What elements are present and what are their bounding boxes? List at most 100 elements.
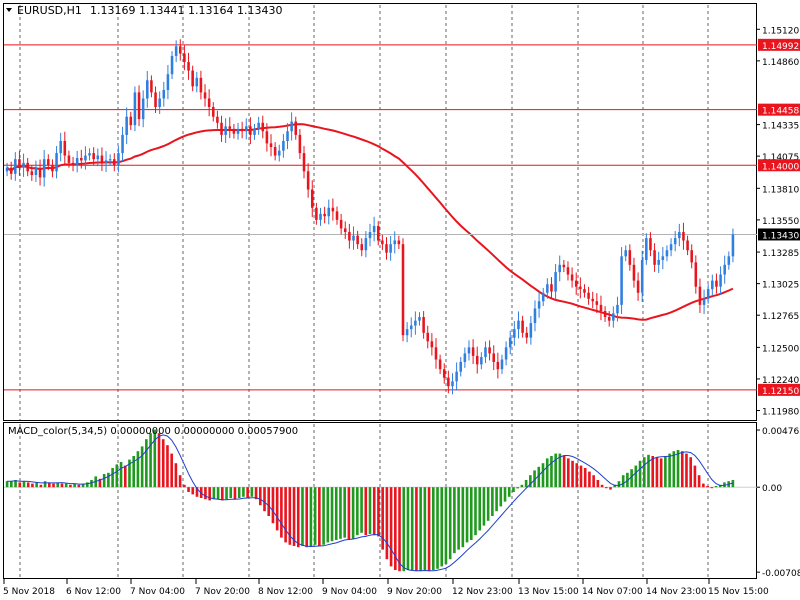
level-price-tag (758, 103, 800, 116)
macd-bar (588, 471, 591, 488)
candle-body (508, 337, 512, 348)
macd-bar (419, 487, 422, 572)
x-tick-label: 6 Nov 12:00 (66, 587, 121, 597)
y-tick-label: 1.11980 (762, 408, 799, 418)
candle-body (669, 244, 673, 251)
candle-body (137, 92, 141, 120)
macd-bar (638, 460, 642, 488)
macd-bar (183, 484, 186, 488)
macd-bar (398, 487, 401, 572)
macd-bar (14, 480, 17, 488)
macd-bar (659, 458, 663, 488)
chevron-down-icon[interactable] (6, 8, 12, 12)
macd-bar (655, 457, 659, 488)
macd-bar (461, 487, 465, 548)
x-tick-label: 9 Nov 20:00 (387, 587, 442, 597)
current-price-label: 1.13430 (762, 231, 799, 241)
candle-body (409, 325, 413, 330)
candle-body (537, 301, 541, 309)
current-price-tag (758, 228, 800, 241)
macd-bar (161, 439, 165, 488)
macd-bar (685, 453, 688, 488)
macd-bar (474, 487, 477, 536)
macd-bar (478, 487, 482, 531)
candle-body (661, 256, 665, 260)
candle-body (521, 320, 524, 333)
macd-bar (718, 484, 722, 488)
macd-bar (275, 487, 279, 531)
candle-body (203, 92, 207, 99)
candle-body (525, 332, 529, 338)
macd-histogram (4, 429, 757, 572)
macd-signal-line (7, 434, 734, 572)
macd-bar (322, 487, 325, 545)
macd-bar (377, 487, 380, 537)
macd-bar (5, 481, 9, 488)
candle-body (80, 157, 83, 161)
macd-bar (364, 487, 368, 536)
candle-body (125, 116, 128, 135)
candle-body (385, 244, 388, 253)
macd-bar (85, 482, 89, 488)
macd-bar (187, 487, 190, 492)
macd-bar (136, 451, 140, 488)
time-axis: 5 Nov 2018 6 Nov 12:00 7 Nov 04:00 7 Nov 20… (3, 579, 769, 597)
macd-bar (145, 439, 148, 488)
macd-bar (280, 487, 283, 538)
macd-bar (233, 487, 237, 500)
macd-bar (221, 487, 224, 501)
macd-bar (212, 487, 216, 500)
candle-body (348, 232, 351, 241)
candle-body (273, 147, 277, 156)
candle-body (356, 235, 359, 245)
macd-bar (309, 487, 313, 546)
macd-bar (491, 487, 494, 516)
candle-body (34, 167, 38, 175)
macd-bar (26, 482, 30, 488)
macd-bar (102, 474, 106, 488)
macd-bar (689, 457, 693, 488)
macd-bar (305, 487, 309, 548)
candle-body (541, 292, 545, 302)
y-tick-label: 1.14335 (762, 122, 799, 132)
candle-body (327, 207, 331, 217)
macd-bar (634, 465, 638, 488)
candle-body (38, 167, 42, 178)
candle-body (364, 238, 368, 251)
macd-bar (554, 453, 557, 488)
candle-body (673, 238, 677, 245)
candle-body (195, 77, 199, 87)
candle-body (612, 313, 615, 321)
candle-body (67, 155, 71, 163)
macd-bar (140, 446, 144, 488)
candle-body (339, 219, 343, 229)
candle-body (484, 347, 487, 358)
candle-body (447, 377, 450, 387)
horizontal-levels (4, 44, 757, 391)
macd-bar (195, 487, 199, 497)
candle-body (51, 165, 54, 172)
x-tick-label: 8 Nov 12:00 (258, 587, 313, 597)
macd-bar (621, 475, 625, 488)
candle-body (719, 274, 722, 287)
candle-body (657, 259, 660, 265)
x-tick-label: 14 Nov 07:00 (582, 587, 643, 597)
moving-average-line (6, 123, 734, 321)
macd-bar (334, 487, 338, 540)
macd-bar (258, 487, 262, 506)
macd-bar (482, 487, 486, 526)
macd-y-tick-label: 0.004765 (762, 427, 800, 437)
y-tick-label: 1.12765 (762, 312, 799, 322)
candle-body (455, 371, 458, 382)
macd-bar (676, 450, 680, 488)
candle-body (75, 157, 79, 166)
candle-body (319, 213, 322, 220)
candle-body (587, 292, 590, 299)
macd-bar (132, 456, 136, 488)
candle-body (463, 353, 467, 362)
macd-bar (31, 483, 34, 488)
candle-body (488, 347, 491, 354)
macd-bar (533, 470, 536, 488)
candle-body (158, 98, 161, 107)
